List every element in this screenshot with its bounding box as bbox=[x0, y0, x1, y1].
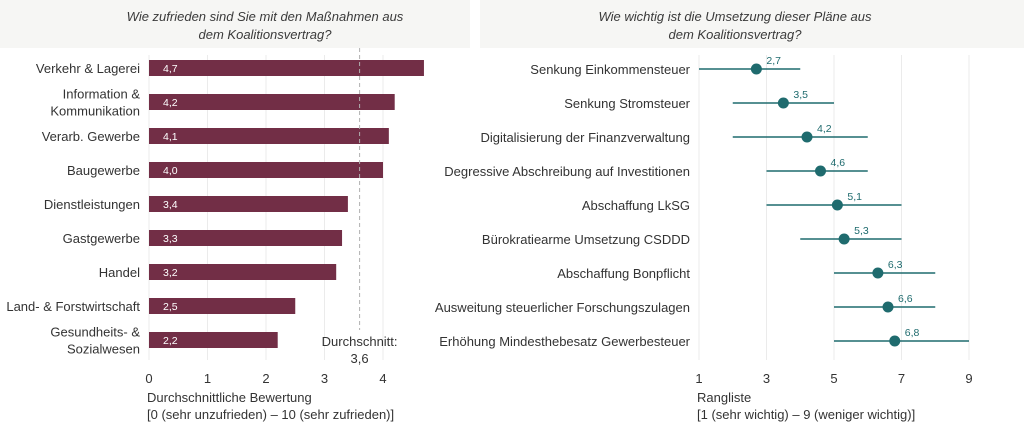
category-label: Gesundheits- & bbox=[50, 325, 140, 340]
category-label: Senkung Stromsteuer bbox=[564, 96, 690, 111]
bar-value-label: 4,1 bbox=[163, 131, 178, 143]
average-label: Durchschnitt: bbox=[322, 334, 398, 349]
bar-value-label: 2,2 bbox=[163, 335, 178, 347]
category-label: Baugewerbe bbox=[67, 163, 140, 178]
right-chart-title: Wie wichtig ist die Umsetzung dieser Plä… bbox=[570, 8, 900, 44]
bar-value-label: 3,3 bbox=[163, 233, 178, 245]
category-label: Information & bbox=[63, 87, 141, 102]
category-label: Bürokratiearme Umsetzung CSDDD bbox=[482, 232, 690, 247]
bar bbox=[149, 298, 296, 314]
x-tick-label: 9 bbox=[965, 371, 972, 386]
bar bbox=[149, 162, 383, 178]
data-point bbox=[872, 267, 884, 279]
category-label: Sozialwesen bbox=[67, 342, 140, 357]
left-title-line-1: Wie zufrieden sind Sie mit den Maßnahmen… bbox=[126, 9, 404, 24]
x-tick-label: 3 bbox=[321, 371, 328, 386]
bar bbox=[149, 94, 395, 110]
category-label: Digitalisierung der Finanzverwaltung bbox=[480, 130, 690, 145]
point-value-label: 4,2 bbox=[817, 123, 832, 135]
bar-value-label: 3,2 bbox=[163, 267, 178, 279]
bar bbox=[149, 264, 337, 280]
category-label: Kommunikation bbox=[50, 104, 140, 119]
data-point bbox=[750, 63, 762, 75]
point-value-label: 6,6 bbox=[898, 293, 913, 305]
category-label: Gastgewerbe bbox=[63, 231, 140, 246]
left-title-background bbox=[0, 0, 470, 48]
x-tick-label: 1 bbox=[204, 371, 211, 386]
x-tick-label: 7 bbox=[898, 371, 905, 386]
bar-value-label: 3,4 bbox=[163, 199, 178, 211]
category-label: Ausweitung steuerlicher Forschungszulage… bbox=[435, 300, 690, 315]
x-tick-label: 0 bbox=[145, 371, 152, 386]
category-label: Handel bbox=[99, 265, 140, 280]
bar bbox=[149, 128, 389, 144]
bar-value-label: 4,2 bbox=[163, 97, 178, 109]
category-label: Erhöhung Mindesthebesatz Gewerbesteuer bbox=[439, 334, 690, 349]
bar-value-label: 4,0 bbox=[163, 165, 178, 177]
point-value-label: 3,5 bbox=[793, 89, 808, 101]
bar-value-label: 2,5 bbox=[163, 301, 178, 313]
right-title-background bbox=[480, 0, 1024, 48]
average-value-label: 3,6 bbox=[351, 351, 369, 366]
category-label: Senkung Einkommensteuer bbox=[530, 62, 690, 77]
x-axis-title: Rangliste bbox=[697, 390, 751, 405]
x-tick-label: 3 bbox=[763, 371, 770, 386]
bar bbox=[149, 60, 424, 76]
data-point bbox=[882, 301, 894, 313]
point-value-label: 4,6 bbox=[831, 157, 846, 169]
x-tick-label: 2 bbox=[262, 371, 269, 386]
point-value-label: 5,1 bbox=[847, 191, 862, 203]
category-label: Degressive Abschreibung auf Investitione… bbox=[444, 164, 690, 179]
x-axis-subtitle: [1 (sehr wichtig) – 9 (weniger wichtig)] bbox=[697, 407, 915, 422]
bar bbox=[149, 196, 348, 212]
bar-value-label: 4,7 bbox=[163, 63, 178, 75]
category-label: Abschaffung Bonpflicht bbox=[557, 266, 690, 281]
x-tick-label: 4 bbox=[379, 371, 386, 386]
data-point bbox=[777, 97, 789, 109]
point-value-label: 6,3 bbox=[888, 259, 903, 271]
category-label: Land- & Forstwirtschaft bbox=[6, 299, 140, 314]
category-label: Dienstleistungen bbox=[44, 197, 140, 212]
x-tick-label: 1 bbox=[695, 371, 702, 386]
x-axis-subtitle: [0 (sehr unzufrieden) – 10 (sehr zufried… bbox=[147, 407, 394, 422]
left-title-line-2: dem Koalitionsvertrag? bbox=[198, 27, 332, 42]
data-point bbox=[815, 165, 826, 177]
category-label: Verarb. Gewerbe bbox=[42, 129, 140, 144]
category-label: Abschaffung LkSG bbox=[582, 198, 690, 213]
satisfaction-bar-chart: 0 1 2 3 4 4,7 Verkehr & Lagerei 4,2 Information … bbox=[6, 48, 424, 422]
point-value-label: 6,8 bbox=[905, 327, 920, 339]
x-axis-title: Durchschnittliche Bewertung bbox=[147, 390, 312, 405]
data-point bbox=[831, 199, 843, 211]
data-point bbox=[889, 335, 901, 347]
point-value-label: 2,7 bbox=[766, 55, 781, 67]
category-label: Verkehr & Lagerei bbox=[36, 61, 140, 76]
point-value-label: 5,3 bbox=[854, 225, 869, 237]
left-chart-title: Wie zufrieden sind Sie mit den Maßnahmen… bbox=[100, 8, 430, 44]
bar bbox=[149, 332, 278, 348]
data-point bbox=[838, 233, 850, 245]
right-title-line-2: dem Koalitionsvertrag? bbox=[668, 27, 802, 42]
bar bbox=[149, 230, 343, 246]
data-point bbox=[801, 131, 813, 143]
x-tick-label: 5 bbox=[830, 371, 837, 386]
right-title-line-1: Wie wichtig ist die Umsetzung dieser Plä… bbox=[598, 9, 872, 24]
